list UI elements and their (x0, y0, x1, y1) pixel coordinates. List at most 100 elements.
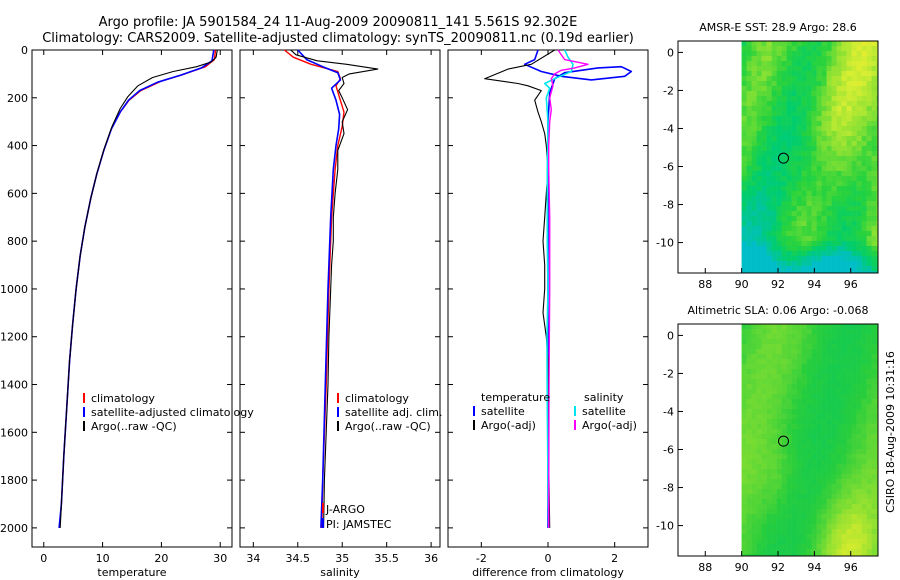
sst_map-cell (816, 136, 822, 142)
sst_map-cell (811, 71, 817, 77)
sla_map-cell (776, 519, 782, 525)
sla_map-cell (811, 409, 817, 415)
sla_map-cell (791, 444, 797, 450)
sst_map-cell (866, 176, 872, 182)
sst_map-cell (821, 171, 827, 177)
sla_map-cell (846, 524, 852, 530)
sst_map-cell (746, 271, 752, 274)
sla_map-cell (871, 504, 877, 510)
sst_map-cell (751, 106, 757, 112)
sla_map-cell (751, 384, 757, 390)
sla_map-cell (756, 439, 762, 445)
sst_map-cell (761, 46, 767, 52)
sla_map-cell (826, 334, 832, 340)
sst_map-cell (786, 176, 792, 182)
sst_map-cell (836, 141, 842, 147)
sla_map-cell (851, 509, 857, 515)
sla_map-cell (846, 384, 852, 390)
sst_map-cell (841, 191, 847, 197)
sst_map-cell (851, 46, 857, 52)
sla_map-cell (826, 544, 832, 550)
sla_map-cell (791, 334, 797, 340)
sla_map-cell (876, 549, 879, 555)
sst_map-cell (871, 251, 877, 257)
sst_map-cell (846, 166, 852, 172)
sst_map-cell (826, 186, 832, 192)
sst_map-cell (876, 171, 879, 177)
sla_map-cell (826, 539, 832, 545)
sla_map-cell (791, 449, 797, 455)
sla_map-cell (781, 369, 787, 375)
sst_map-cell (866, 136, 872, 142)
sla_map-cell (816, 474, 822, 480)
sla_map-cell (866, 439, 872, 445)
sst_map-cell (851, 81, 857, 87)
sla_map-cell (836, 324, 842, 330)
sla_map-cell (861, 519, 867, 525)
sst_map-cell (826, 256, 832, 262)
sla_map-cell (856, 529, 862, 535)
sla_map-cell (746, 549, 752, 555)
sst_map-cell (801, 136, 807, 142)
sst_map-cell (811, 41, 817, 47)
sst_map-cell (771, 106, 777, 112)
sla_map-cell (741, 374, 747, 380)
sst_map-cell (781, 136, 787, 142)
sst_map-cell (861, 236, 867, 242)
sst_map-cell (746, 96, 752, 102)
sla_map-cell (846, 424, 852, 430)
sst_map-cell (831, 241, 837, 247)
sla_map-cell (746, 384, 752, 390)
sst_map-cell (816, 246, 822, 252)
sst_map-cell (791, 116, 797, 122)
sla_map-cell (776, 474, 782, 480)
sla_map-cell (856, 434, 862, 440)
sst_map-cell (851, 111, 857, 117)
sla_map-cell (761, 434, 767, 440)
sla_map-cell (766, 469, 772, 475)
sla_map-cell (811, 529, 817, 535)
sst_map-cell (856, 76, 862, 82)
sst_map-cell (746, 206, 752, 212)
sla_map-cell (856, 469, 862, 475)
sst_map-cell (851, 231, 857, 237)
sst_map-cell (806, 201, 812, 207)
sla_map-cell (806, 349, 812, 355)
sla_map-cell (766, 514, 772, 520)
sla_map-cell (771, 509, 777, 515)
sla_map-cell (876, 464, 879, 470)
sst_map-cell (781, 266, 787, 272)
sla_map-cell (856, 369, 862, 375)
sst_map-cell (871, 156, 877, 162)
sla_map-cell (766, 549, 772, 555)
sst_map-cell (841, 216, 847, 222)
sla_map-cell (766, 529, 772, 535)
sla_map-cell (826, 554, 832, 557)
sst_map-cell (751, 81, 757, 87)
figure-title-line2: Climatology: CARS2009. Satellite-adjuste… (42, 31, 634, 46)
sst_map-cell (756, 236, 762, 242)
sla_map-cell (841, 324, 847, 330)
sst_map-cell (766, 271, 772, 274)
sst_map-cell (816, 96, 822, 102)
sla_map-cell (856, 549, 862, 555)
sla_map-cell (831, 384, 837, 390)
salinity-legend-entry-label: climatology (345, 392, 409, 405)
sst_map-cell (796, 226, 802, 232)
sla_map-cell (861, 399, 867, 405)
sst_map-cell (846, 41, 852, 47)
sla_map-cell (871, 394, 877, 400)
sla_map-cell (741, 524, 747, 530)
sst_map-cell (866, 116, 872, 122)
sst_map-cell (816, 91, 822, 97)
sla_map-cell (811, 374, 817, 380)
sla_map-cell (786, 339, 792, 345)
sla_map-cell (751, 529, 757, 535)
sla_map-cell (746, 454, 752, 460)
sla_map-cell (846, 394, 852, 400)
sla_map-cell (756, 539, 762, 545)
sla_map-cell (876, 534, 879, 540)
depth-tick-label: 200 (7, 92, 28, 105)
sla_map-cell (796, 399, 802, 405)
sla_map-cell (796, 464, 802, 470)
